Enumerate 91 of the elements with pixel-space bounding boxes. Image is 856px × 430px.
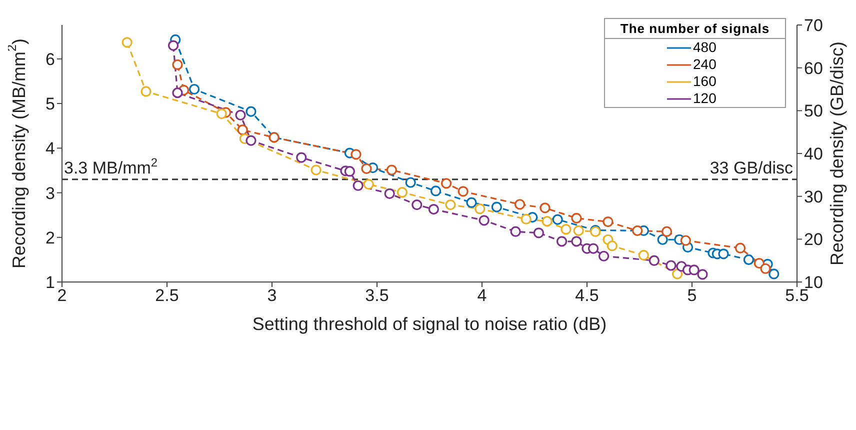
point	[405, 177, 416, 188]
point	[428, 204, 439, 215]
x-tick-label: 5	[687, 286, 697, 306]
point	[556, 236, 568, 247]
point	[697, 269, 708, 280]
point	[571, 212, 582, 224]
point	[754, 258, 764, 269]
point	[552, 214, 563, 225]
legend-title: The number of signals	[605, 19, 785, 39]
point	[216, 108, 227, 120]
y2-axis-title: Recording density (GB/disc)	[826, 41, 847, 266]
y-tick-label: 6	[46, 50, 55, 69]
ref-line-label: 3.3 MB/mm$^{2}$	[64, 155, 158, 178]
x-tick-label: 2.5	[155, 286, 179, 306]
point	[189, 84, 200, 95]
point	[122, 37, 132, 48]
point	[384, 188, 395, 199]
point	[441, 178, 452, 189]
point	[542, 216, 552, 227]
point	[352, 180, 364, 191]
point	[514, 199, 526, 210]
point	[638, 250, 649, 261]
y2-tick-label: 20	[804, 230, 823, 250]
point	[718, 248, 729, 260]
point	[588, 243, 599, 254]
point	[235, 110, 246, 120]
point	[363, 178, 374, 190]
point	[478, 215, 490, 226]
legend-label: 160	[693, 73, 718, 90]
point	[598, 250, 610, 262]
point	[606, 240, 618, 252]
point	[573, 225, 584, 236]
point	[688, 264, 700, 276]
x-axis-title: Setting threshold of signal to noise ratio (dB)	[252, 314, 607, 334]
point	[396, 187, 408, 198]
point	[445, 200, 456, 210]
point	[310, 164, 322, 176]
point	[172, 59, 183, 70]
x-tick-label: 4	[477, 286, 487, 306]
annotation: 33 GB/disc	[710, 158, 794, 178]
legend-label: 120	[693, 90, 718, 107]
y-tick-label: 1	[46, 273, 55, 292]
point	[466, 197, 477, 208]
point	[458, 186, 468, 197]
point	[602, 216, 614, 228]
point	[657, 234, 668, 245]
legend-label: 480	[693, 39, 718, 56]
point	[361, 163, 372, 174]
point	[237, 124, 248, 136]
point	[510, 226, 521, 237]
y-tick-label: 2	[46, 228, 55, 248]
point	[296, 152, 307, 163]
point	[168, 40, 179, 51]
x-tick-label: 3	[267, 286, 277, 306]
point	[666, 260, 676, 271]
point	[430, 186, 442, 196]
point	[172, 88, 183, 98]
point	[560, 224, 572, 235]
point	[474, 204, 486, 214]
point	[743, 254, 754, 265]
point	[540, 202, 550, 214]
point	[412, 200, 422, 210]
point	[246, 106, 256, 117]
point	[760, 263, 771, 274]
point	[662, 226, 672, 237]
y-tick-label: 3	[46, 184, 55, 203]
point	[344, 166, 355, 177]
legend-label: 240	[693, 56, 718, 73]
point	[648, 255, 660, 266]
point	[491, 202, 502, 212]
point	[768, 268, 780, 280]
x-tick-label: 3.5	[365, 286, 389, 306]
point	[735, 242, 746, 254]
point	[672, 268, 683, 280]
y-tick-label: 5	[46, 94, 55, 114]
y2-tick-label: 40	[804, 144, 823, 164]
y2-tick-label: 50	[804, 102, 823, 121]
y2-tick-label: 60	[804, 58, 823, 78]
x-tick-label: 4.5	[575, 286, 599, 306]
point	[140, 86, 152, 97]
point	[680, 235, 691, 246]
point	[632, 225, 643, 236]
point	[520, 214, 532, 224]
point	[386, 164, 397, 176]
point	[533, 228, 544, 238]
y2-tick-label: 30	[804, 187, 823, 206]
point	[350, 149, 362, 160]
point	[571, 236, 582, 247]
y2-tick-label: 70	[804, 16, 823, 36]
point	[246, 135, 256, 146]
y-tick-label: 4	[46, 139, 55, 158]
